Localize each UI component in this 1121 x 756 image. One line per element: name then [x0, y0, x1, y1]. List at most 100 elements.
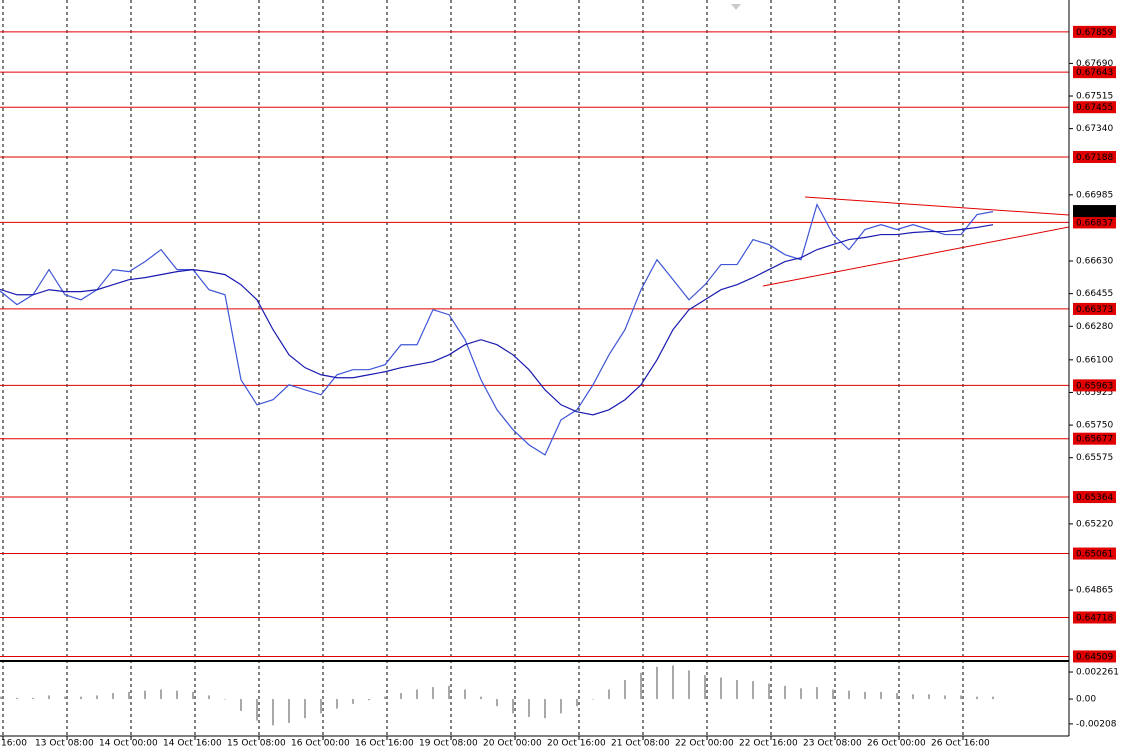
macd-bar	[992, 696, 994, 700]
x-tick-label: 23 Oct 08:00	[803, 739, 862, 749]
price-panel	[0, 31, 1069, 657]
macd-bar	[800, 688, 802, 700]
level-label: 0.65963	[1076, 381, 1113, 391]
macd-bar	[192, 691, 194, 700]
y-tick-label: 0.65925	[1076, 388, 1113, 398]
level-label: 0.67859	[1076, 28, 1113, 38]
macd-bar	[432, 687, 434, 700]
macd-bar	[224, 699, 226, 700]
macd-bar	[496, 699, 498, 707]
level-label-box	[1073, 547, 1116, 560]
shift-marker	[731, 4, 741, 10]
level-label: 0.67643	[1076, 68, 1113, 78]
level-label-box	[1073, 101, 1116, 114]
macd-bar	[304, 699, 306, 719]
y-tick-label: 0.64865	[1076, 586, 1113, 596]
macd-bar	[912, 694, 914, 700]
macd-bar	[416, 689, 418, 700]
level-label: 0.66837	[1076, 218, 1113, 228]
macd-bar	[336, 699, 338, 709]
macd-bar	[64, 696, 66, 700]
macd-bar	[688, 670, 690, 700]
level-label-box	[1073, 150, 1116, 163]
grid-layer	[2, 0, 964, 736]
level-label: 0.64718	[1076, 613, 1113, 623]
macd-bar	[480, 696, 482, 700]
macd-y-tick-label: 0.002261	[1076, 668, 1119, 678]
level-label-box	[1073, 216, 1116, 229]
y-tick-label: 0.66455	[1076, 289, 1113, 299]
x-tick-label: 15 Oct 08:00	[227, 739, 286, 749]
y-tick-label: 0.65220	[1076, 519, 1113, 529]
trend-line-lower	[762, 226, 1069, 287]
macd-bar	[400, 693, 402, 700]
macd-bar	[128, 691, 130, 700]
level-label: 0.64509	[1076, 652, 1113, 662]
level-label: 0.65677	[1076, 435, 1113, 445]
macd-bar	[896, 693, 898, 700]
x-tick-label: 14 Oct 00:00	[99, 739, 158, 749]
current-price-box	[1073, 205, 1116, 218]
macd-bar	[832, 689, 834, 700]
x-tick-label: 26 Oct 00:00	[867, 739, 926, 749]
macd-bar	[144, 690, 146, 700]
macd-y-tick-label: -0.00208	[1076, 719, 1117, 729]
macd-bar	[176, 690, 178, 700]
level-label: 0.65061	[1076, 550, 1113, 560]
macd-bar	[240, 699, 242, 711]
macd-bar	[16, 697, 18, 700]
x-tick-label: 13 Oct 08:00	[35, 739, 94, 749]
level-label-box	[1073, 491, 1116, 504]
macd-bar	[320, 699, 322, 714]
level-label-box	[1073, 611, 1116, 624]
macd-bar	[864, 691, 866, 700]
macd-bar	[608, 689, 610, 700]
x-tick-label: 19 Oct 08:00	[419, 739, 478, 749]
macd-bar	[656, 666, 658, 700]
level-label-box	[1073, 379, 1116, 392]
x-tick-label: 16 Oct 00:00	[291, 739, 350, 749]
macd-bar	[928, 694, 930, 700]
level-label: 0.67455	[1076, 103, 1113, 113]
macd-bar	[80, 696, 82, 700]
macd-bar	[944, 695, 946, 700]
x-tick-label: 22 Oct 16:00	[739, 739, 798, 749]
level-label-box	[1073, 302, 1116, 315]
macd-bar	[880, 691, 882, 700]
level-label-box	[1073, 650, 1116, 663]
x-tick-label: 14 Oct 16:00	[163, 739, 222, 749]
macd-y-tick-label: 0.00	[1076, 695, 1096, 705]
level-label-box	[1073, 66, 1116, 79]
price-series	[0, 224, 994, 416]
macd-bar	[0, 696, 2, 700]
x-tick-label: 21 Oct 08:00	[611, 739, 670, 749]
price-series	[0, 202, 994, 456]
macd-bar	[288, 699, 290, 723]
x-tick-label: 20 Oct 16:00	[547, 739, 606, 749]
macd-bar	[640, 672, 642, 700]
macd-bar	[976, 696, 978, 700]
macd-bar	[48, 695, 50, 700]
macd-bar	[512, 699, 514, 714]
y-tick-label: 0.67515	[1076, 92, 1113, 102]
y-tick-label: 0.65750	[1076, 421, 1113, 431]
x-tick-label: 20 Oct 00:00	[483, 739, 542, 749]
level-label: 0.67188	[1076, 153, 1113, 163]
y-tick-label: 0.67690	[1076, 59, 1113, 69]
macd-bar	[784, 685, 786, 700]
macd-bar	[752, 681, 754, 700]
macd-bar	[272, 699, 274, 726]
macd-bar	[560, 699, 562, 714]
macd-bar	[576, 699, 578, 707]
macd-bar	[32, 697, 34, 700]
level-label-box	[1073, 432, 1116, 445]
macd-bar	[208, 695, 210, 700]
y-tick-label: 0.66630	[1076, 257, 1113, 267]
macd-bar	[368, 699, 370, 701]
macd-bar	[816, 687, 818, 700]
y-tick-label: 0.67340	[1076, 124, 1113, 134]
macd-bar	[672, 665, 674, 700]
